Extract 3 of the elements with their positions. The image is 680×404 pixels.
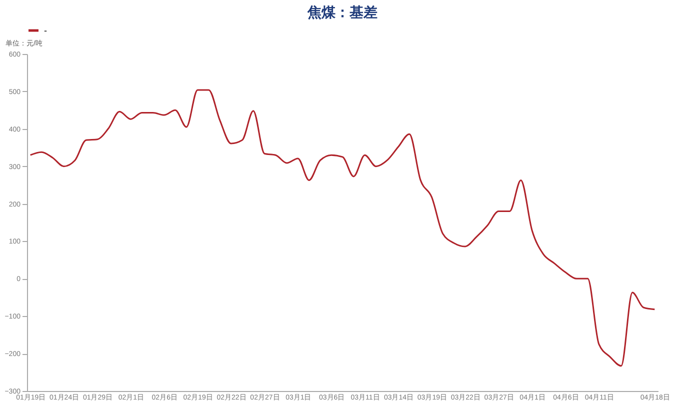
legend-label: - <box>44 26 47 36</box>
chart-title: 焦煤：基差 <box>306 4 378 20</box>
line-series <box>30 89 656 367</box>
